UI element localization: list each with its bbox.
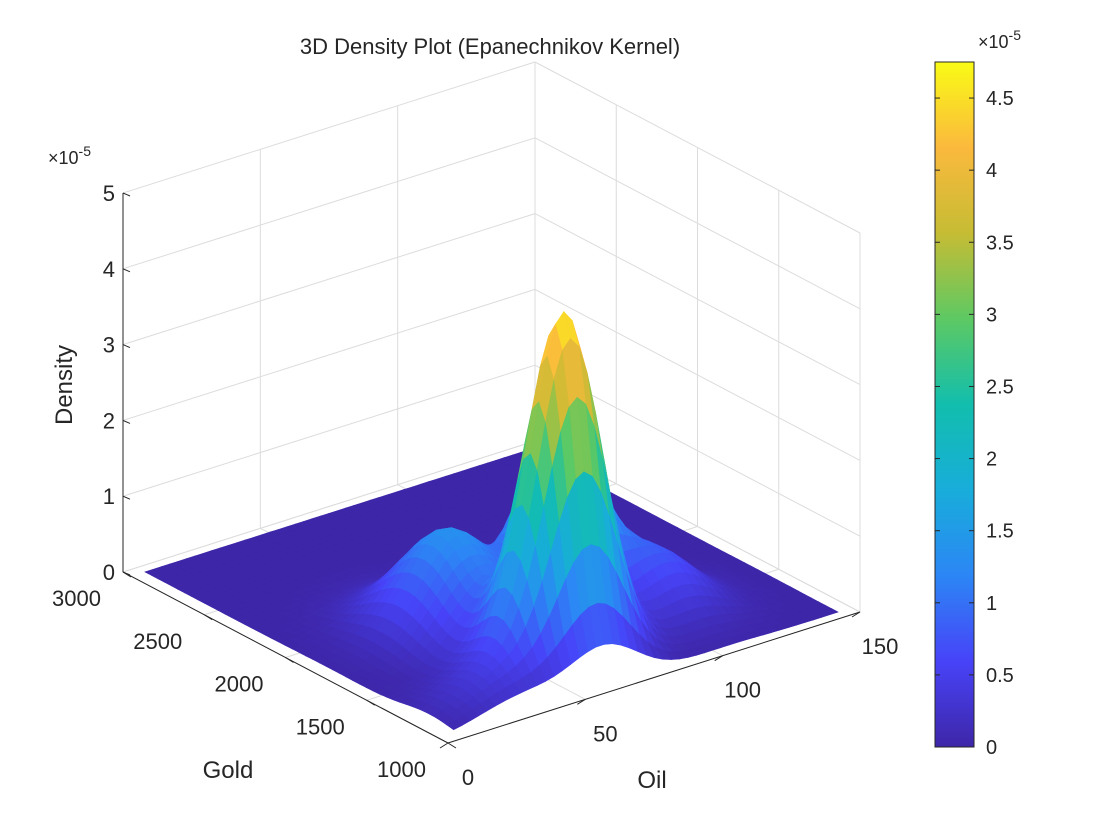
colorbar-tick-label: 0.5 [986,665,1014,687]
gold-tick-mark [203,614,213,621]
oil-tick-mark [439,742,449,749]
z-exponent: ×10-5 [48,143,91,168]
oil-tick-mark [714,655,723,662]
oil-tick-label: 100 [724,678,761,703]
colorbar-tick-label: 4.5 [986,88,1014,110]
colorbar-exponent-base: ×10 [978,32,1009,52]
z-tick-label: 2 [103,408,115,433]
oil-axis-ticks: 0 50 100 150 [439,611,899,790]
oil-tick-label: 150 [862,634,899,659]
colorbar-tick-label: 0 [986,737,997,759]
z-tick-mark [122,495,131,500]
gold-tick-mark [366,699,376,706]
z-exponent-power: -5 [79,143,92,159]
gold-tick-label: 1000 [377,757,426,782]
gold-tick-label: 3000 [52,586,101,611]
oil-axis-line [447,611,861,744]
z-tick-mark [122,419,131,424]
gold-tick-mark [447,742,457,749]
colorbar-tick-label: 1 [986,593,997,615]
z-tick-label: 5 [103,181,115,206]
z-tick-mark [122,344,131,349]
colorbar-tick-label: 3 [986,304,997,326]
z-axis-ticks: 0 1 2 3 4 5 [103,181,131,585]
gold-axis-ticks: 1000 1500 2000 2500 3000 [52,571,457,782]
oil-tick-label: 50 [593,721,617,746]
y-axis-label: Oil [637,767,666,794]
z-exponent-base: ×10 [48,148,79,168]
chart-title: 3D Density Plot (Epanechnikov Kernel) [300,34,680,59]
density-surface [144,310,839,731]
gold-tick-label: 2000 [215,672,264,697]
colorbar-tick-label: 1.5 [986,521,1014,543]
z-tick-label: 0 [103,560,115,585]
oil-tick-mark [577,698,586,705]
grid-line [122,364,536,497]
grid-line [122,440,536,573]
colorbar-exponent: ×10-5 [978,27,1021,52]
z-tick-mark [122,268,131,273]
gold-tick-label: 1500 [296,714,345,739]
grid-line [122,213,536,346]
z-axis-label: Density [51,345,78,425]
grid-line [122,288,536,421]
colorbar-tick-label: 3.5 [986,232,1014,254]
z-tick-label: 4 [103,257,115,282]
z-tick-label: 3 [103,333,115,358]
grid-line [122,137,536,270]
colorbar-tick-label: 4 [986,160,997,182]
gold-tick-mark [122,571,132,578]
colorbar-tick-label: 2 [986,449,997,471]
x-axis-label: Gold [203,757,254,784]
oil-tick-label: 0 [462,765,474,790]
colorbar-ticks: 0 0.5 1 1.5 2 2.5 3 3.5 4 4.5 [935,88,1014,759]
colorbar-exponent-power: -5 [1009,27,1022,43]
colorbar-tick-label: 2.5 [986,376,1014,398]
gold-tick-mark [285,657,294,663]
grid-line [122,61,536,194]
z-tick-mark [122,192,131,197]
oil-tick-mark [851,611,861,618]
colorbar-gradient [934,61,975,748]
colorbar: 0 0.5 1 1.5 2 2.5 3 3.5 4 4.5 ×10-5 [934,27,1021,759]
surface-patch [446,719,463,731]
gold-tick-label: 2500 [133,629,182,654]
z-tick-label: 1 [103,484,115,509]
